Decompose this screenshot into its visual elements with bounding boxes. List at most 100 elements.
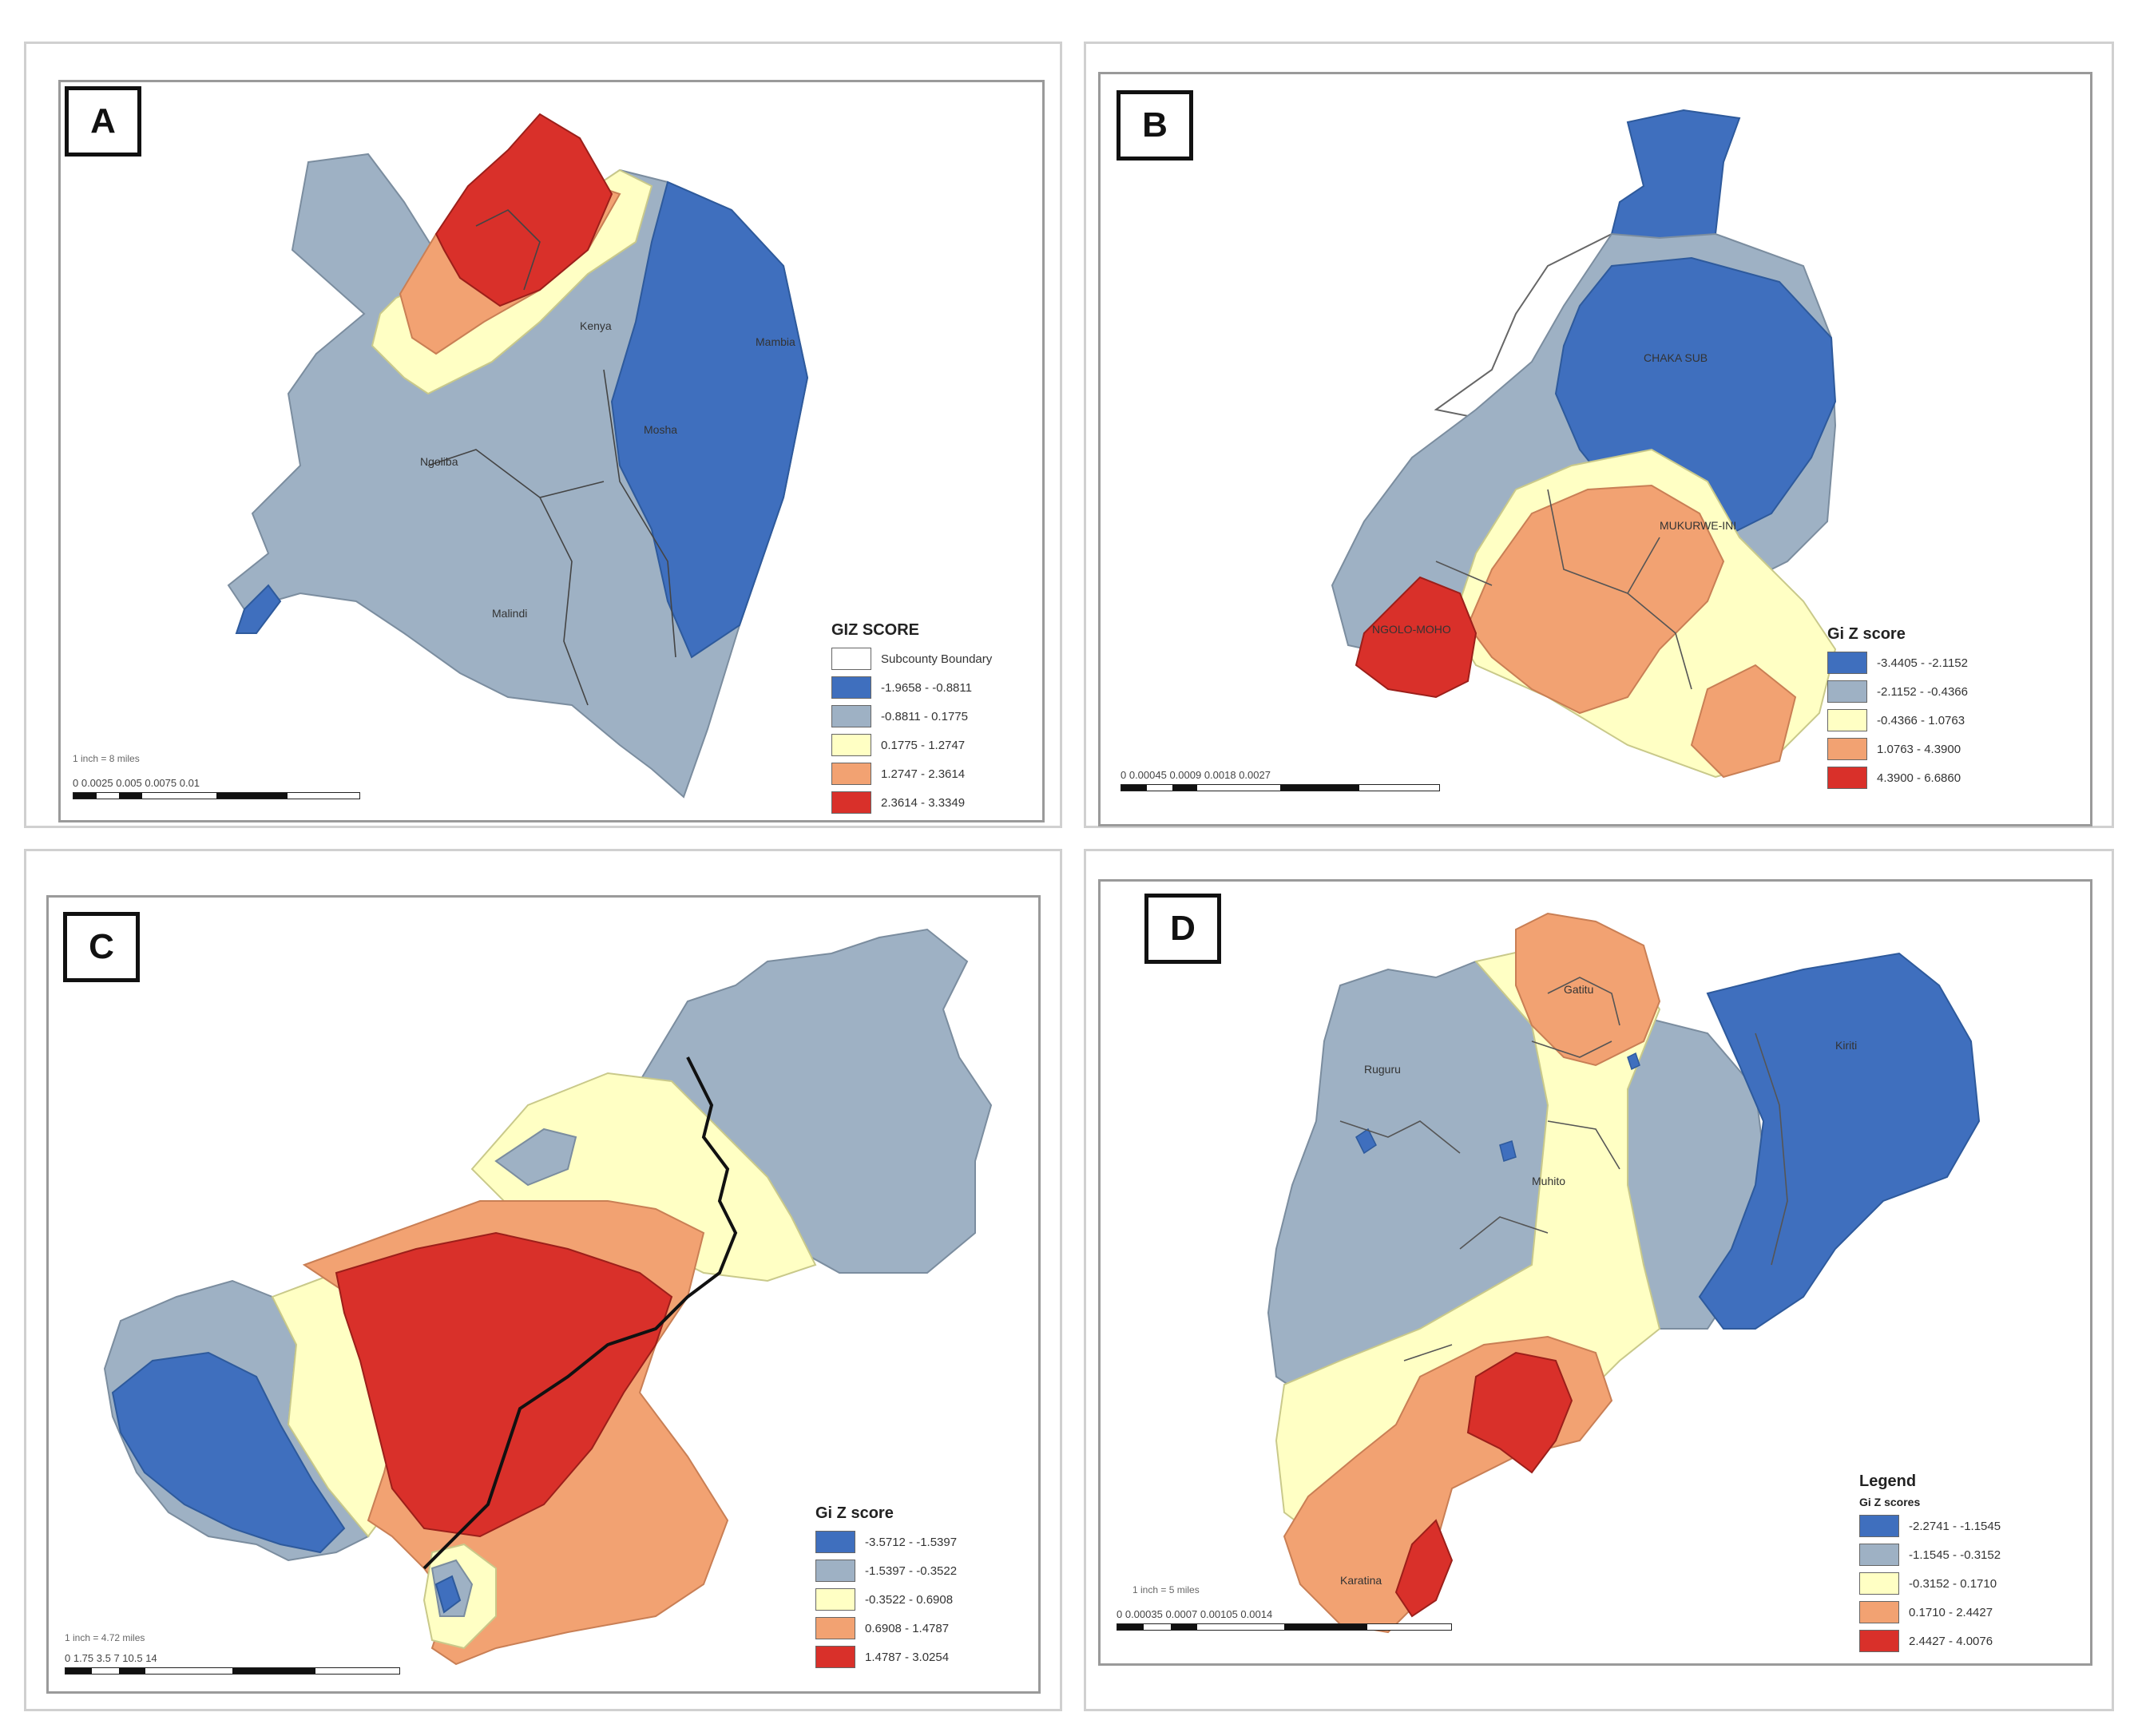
- panel-a-scale-bar: [73, 792, 360, 799]
- panel-c-scale-bar: [65, 1667, 400, 1675]
- legend-range-label: 0.1710 - 2.4427: [1909, 1605, 1993, 1619]
- panel-d: Ruguru Kiriti Muhito Gatitu Karatina D L…: [1084, 849, 2114, 1711]
- place-b-3: NGOLO-MOHO: [1372, 623, 1451, 636]
- panel-d-legend-items: -2.2741 - -1.1545 -1.1545 - -0.3152 -0.315…: [1859, 1512, 2001, 1655]
- panel-d-label: D: [1144, 894, 1221, 964]
- legend-range-label: 4.3900 - 6.6860: [1877, 771, 1961, 785]
- legend-swatch: [1859, 1630, 1899, 1652]
- region-b-orange-south: [1690, 664, 1797, 779]
- region-c-grey-blob: [494, 1128, 577, 1187]
- legend-item: -1.1545 - -0.3152: [1859, 1540, 2001, 1569]
- panel-a: Ngoliba Mosha Malindi Kenya Mambia A GIZ…: [24, 42, 1062, 828]
- legend-swatch: [831, 705, 871, 727]
- legend-range-label: -0.3522 - 0.6908: [865, 1592, 954, 1607]
- panel-c-scale: 0 1.75 3.5 7 10.5 14: [65, 1652, 400, 1675]
- region-c-blue-south: [434, 1575, 462, 1614]
- region-a-red: [434, 113, 613, 307]
- panel-d-scale-note: 1 inch = 5 miles: [1132, 1584, 1200, 1595]
- legend-item: -3.4405 - -2.1152: [1827, 648, 1968, 677]
- legend-swatch: [815, 1560, 855, 1582]
- legend-range-label: 1.4787 - 3.0254: [865, 1650, 950, 1664]
- region-b-red: [1355, 576, 1478, 699]
- region-d-red-centre: [1466, 1351, 1573, 1474]
- legend-item: -1.5397 - -0.3522: [815, 1556, 957, 1585]
- region-d-blue-spots: [1355, 1052, 1640, 1162]
- legend-range-label: 2.3614 - 3.3349: [881, 795, 966, 810]
- legend-item: -2.1152 - -0.4366: [1827, 677, 1968, 706]
- place-d-1: Ruguru: [1364, 1063, 1401, 1076]
- legend-item: 1.0763 - 4.3900: [1827, 735, 1968, 763]
- legend-swatch: [1827, 652, 1867, 674]
- legend-item: 0.1775 - 1.2747: [831, 731, 992, 759]
- place-a-2: Mosha: [644, 423, 677, 436]
- region-a-blue: [610, 180, 809, 659]
- place-a-4: Kenya: [580, 319, 612, 332]
- panel-d-legend: Legend Gi Z scores -2.2741 - -1.1545 -1.1…: [1859, 1472, 2001, 1655]
- legend-item: -2.2741 - -1.1545: [1859, 1512, 2001, 1540]
- legend-item: 4.3900 - 6.6860: [1827, 763, 1968, 792]
- panel-d-scale-bar: [1117, 1623, 1452, 1631]
- legend-item: -3.5712 - -1.5397: [815, 1528, 957, 1556]
- panel-b-legend-items: -3.4405 - -2.1152 -2.1152 - -0.4366 -0.436…: [1827, 648, 1968, 792]
- legend-swatch: [815, 1646, 855, 1668]
- legend-range-label: -0.4366 - 1.0763: [1877, 713, 1965, 727]
- panel-d-legend-title: Legend: [1859, 1472, 1917, 1490]
- panel-a-map-frame: Ngoliba Mosha Malindi Kenya Mambia A GIZ…: [58, 80, 1045, 822]
- legend-item: 1.4787 - 3.0254: [815, 1643, 957, 1671]
- place-a-1: Ngoliba: [420, 455, 458, 468]
- panel-b-map: CHAKA SUB MUKURWE-INI NGOLO-MOHO: [1331, 109, 1837, 779]
- place-a-3: Malindi: [492, 607, 527, 620]
- legend-range-label: 1.2747 - 2.3614: [881, 767, 966, 781]
- panel-b-legend-title: Gi Z score: [1827, 625, 1906, 643]
- legend-item: 2.4427 - 4.0076: [1859, 1627, 2001, 1655]
- legend-swatch: [831, 734, 871, 756]
- panel-b: CHAKA SUB MUKURWE-INI NGOLO-MOHO B Gi Z …: [1084, 42, 2114, 828]
- panel-c-scale-text: 0 1.75 3.5 7 10.5 14: [65, 1652, 157, 1664]
- legend-range-label: -1.9658 - -0.8811: [881, 680, 972, 695]
- region-d-boundaries: [1339, 977, 1788, 1361]
- legend-range-label: -1.1545 - -0.3152: [1909, 1548, 2001, 1562]
- panel-b-scale-text: 0 0.00045 0.0009 0.0018 0.0027: [1121, 769, 1271, 781]
- panel-d-map: Ruguru Kiriti Muhito Gatitu Karatina: [1267, 912, 1981, 1634]
- place-d-3: Muhito: [1532, 1175, 1565, 1187]
- legend-swatch: [831, 676, 871, 699]
- region-c-river: [422, 1056, 738, 1570]
- boundary-swatch: [831, 648, 871, 670]
- panel-b-scale-bar: [1121, 784, 1440, 791]
- panel-c: C Gi Z score -3.5712 - -1.5397 -1.5397 - …: [24, 849, 1062, 1711]
- legend-range-label: -2.2741 - -1.1545: [1909, 1519, 2001, 1533]
- panel-a-legend-items: -1.9658 - -0.8811 -0.8811 - 0.1775 0.1775 …: [831, 673, 992, 817]
- region-b-north-blue: [1610, 109, 1741, 244]
- panel-a-map: Ngoliba Mosha Malindi Kenya Mambia: [227, 113, 809, 799]
- panel-a-legend: GIZ SCORE Subcounty Boundary -1.9658 - -…: [831, 621, 992, 817]
- panel-a-scale: 0 0.0025 0.005 0.0075 0.01: [73, 777, 360, 799]
- legend-item: 1.2747 - 2.3614: [831, 759, 992, 788]
- legend-range-label: -3.5712 - -1.5397: [865, 1535, 958, 1549]
- place-a-5: Mambia: [756, 335, 795, 348]
- legend-range-label: 1.0763 - 4.3900: [1877, 742, 1961, 756]
- place-d-2: Kiriti: [1835, 1039, 1857, 1052]
- legend-item: -0.3522 - 0.6908: [815, 1585, 957, 1614]
- region-c-blue-sw: [111, 1351, 346, 1554]
- panel-a-legend-boundary: Subcounty Boundary: [831, 644, 992, 673]
- legend-range-label: 0.6908 - 1.4787: [865, 1621, 950, 1635]
- legend-range-label: -0.3152 - 0.1710: [1909, 1576, 1997, 1591]
- panel-c-map-frame: C Gi Z score -3.5712 - -1.5397 -1.5397 - …: [46, 895, 1041, 1694]
- legend-swatch: [1859, 1515, 1899, 1537]
- panel-b-map-frame: CHAKA SUB MUKURWE-INI NGOLO-MOHO B Gi Z …: [1098, 72, 2092, 826]
- place-b-1: CHAKA SUB: [1644, 351, 1708, 364]
- legend-item: -1.9658 - -0.8811: [831, 673, 992, 702]
- legend-item: -0.8811 - 0.1775: [831, 702, 992, 731]
- legend-swatch: [1827, 709, 1867, 731]
- region-a-boundaries: [427, 209, 676, 706]
- panel-a-scale-text: 0 0.0025 0.005 0.0075 0.01: [73, 777, 200, 789]
- region-b-boundaries: [1435, 489, 1692, 690]
- legend-swatch: [831, 763, 871, 785]
- panel-b-legend: Gi Z score -3.4405 - -2.1152 -2.1152 - -0…: [1827, 625, 1968, 792]
- panel-c-map: [103, 928, 993, 1666]
- legend-swatch: [1827, 738, 1867, 760]
- region-a-blue-island: [235, 584, 282, 634]
- legend-swatch: [1859, 1544, 1899, 1566]
- boundary-label: Subcounty Boundary: [881, 652, 993, 666]
- panel-d-scale-text: 0 0.00035 0.0007 0.00105 0.0014: [1117, 1608, 1273, 1620]
